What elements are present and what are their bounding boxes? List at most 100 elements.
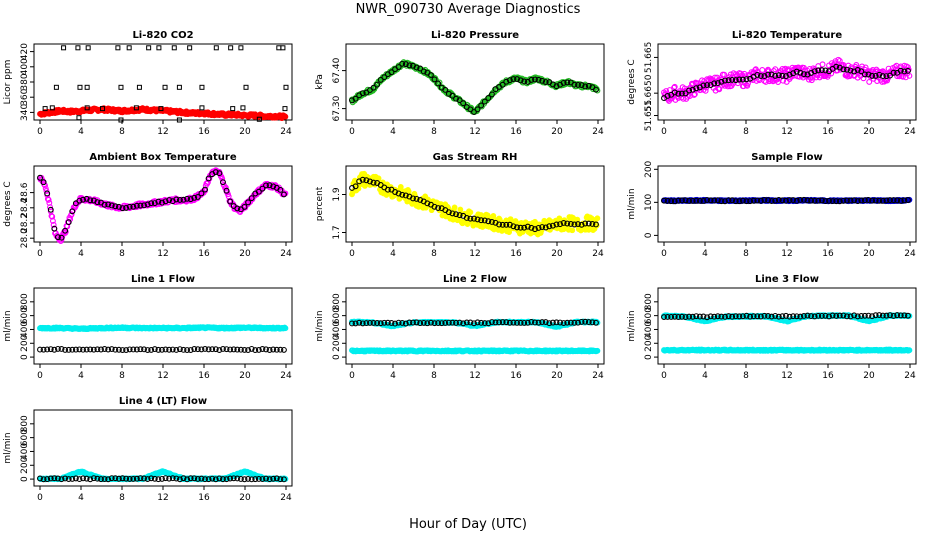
data-point	[467, 209, 474, 216]
x-tick-label: 16	[510, 249, 522, 259]
data-point	[199, 84, 205, 90]
data-point	[779, 72, 786, 79]
x-tick-label: 16	[822, 127, 834, 137]
data-point	[736, 76, 743, 83]
data-point	[539, 77, 546, 84]
x-tick-label: 16	[198, 371, 210, 381]
data-point	[757, 73, 764, 80]
x-tick-label: 4	[702, 127, 708, 137]
x-tick-label: 8	[431, 371, 437, 381]
data-point	[47, 206, 54, 213]
series-cyan-low	[349, 347, 601, 355]
data-point	[754, 71, 761, 78]
x-tick-label: 20	[863, 249, 875, 259]
panel-title: Sample Flow	[751, 152, 823, 163]
data-point	[45, 196, 52, 203]
data-point	[906, 72, 913, 79]
x-tick-label: 0	[349, 127, 355, 137]
x-tick-label: 4	[78, 493, 84, 503]
data-point	[815, 67, 822, 74]
y-tick-label: 0	[644, 354, 654, 360]
data-point	[861, 71, 868, 78]
data-point	[499, 81, 506, 88]
data-point	[786, 71, 793, 78]
data-point	[671, 83, 678, 90]
y-tick-label: 340	[20, 104, 30, 121]
data-point	[835, 56, 842, 63]
data-point	[750, 77, 756, 83]
data-point	[223, 187, 230, 194]
data-point	[53, 84, 59, 90]
data-point	[686, 87, 693, 94]
y-axis-label: ml/min	[315, 310, 325, 341]
data-point	[449, 92, 456, 99]
data-point	[191, 194, 198, 201]
x-tick-label: 12	[157, 371, 168, 381]
data-point	[592, 86, 599, 93]
data-point	[890, 69, 897, 76]
y-tick-label: 800	[20, 293, 30, 310]
y-axis-label: degrees C	[3, 181, 13, 226]
data-point	[61, 45, 67, 51]
data-point	[594, 215, 601, 222]
y-tick-label: 51.655	[644, 100, 654, 132]
x-tick-label: 24	[280, 371, 292, 381]
data-point	[542, 79, 549, 85]
data-point	[481, 98, 488, 105]
data-point	[240, 105, 246, 111]
panel-title: Li-820 CO2	[132, 30, 193, 41]
y-tick-label: 28.0	[20, 228, 30, 248]
data-point	[213, 45, 219, 51]
y-tick-label: 67.30	[332, 95, 342, 121]
data-point	[101, 201, 108, 208]
data-point	[485, 95, 492, 101]
data-point	[880, 69, 887, 76]
data-point	[49, 217, 56, 224]
data-point	[762, 79, 769, 85]
data-point	[248, 195, 255, 202]
data-point	[766, 78, 773, 85]
series-sample	[349, 60, 599, 115]
data-point	[876, 71, 883, 78]
data-point	[126, 45, 132, 51]
data-point	[488, 91, 495, 98]
data-point	[840, 66, 847, 73]
x-tick-label: 24	[904, 249, 916, 259]
x-tick-label: 12	[781, 249, 792, 259]
data-point	[50, 221, 57, 228]
data-point	[743, 82, 750, 88]
data-point	[276, 45, 282, 51]
x-tick-label: 24	[280, 249, 292, 259]
x-tick-label: 12	[469, 371, 480, 381]
series-low-sample	[42, 105, 288, 123]
panel-title: Line 4 (LT) Flow	[119, 396, 207, 407]
data-point	[84, 105, 90, 111]
data-point	[69, 208, 76, 215]
data-point	[478, 102, 485, 109]
data-point	[282, 113, 289, 120]
x-tick-label: 24	[280, 127, 292, 137]
y-axis-label: Licor ppm	[3, 60, 13, 105]
data-point	[146, 45, 152, 51]
data-point	[716, 86, 723, 93]
panel-title: Line 3 Flow	[755, 274, 819, 285]
data-point	[115, 45, 121, 51]
data-point	[176, 117, 182, 123]
data-point	[245, 199, 252, 206]
data-point	[162, 84, 168, 90]
data-point	[510, 76, 517, 83]
x-tick-label: 20	[239, 249, 251, 259]
series-sample	[37, 345, 287, 354]
data-point	[528, 76, 535, 83]
data-point	[765, 71, 771, 78]
data-point	[266, 182, 273, 189]
data-point	[858, 68, 865, 75]
x-tick-label: 0	[37, 493, 43, 503]
data-point	[205, 175, 212, 182]
x-tick-label: 12	[469, 127, 480, 137]
data-point	[100, 106, 106, 112]
